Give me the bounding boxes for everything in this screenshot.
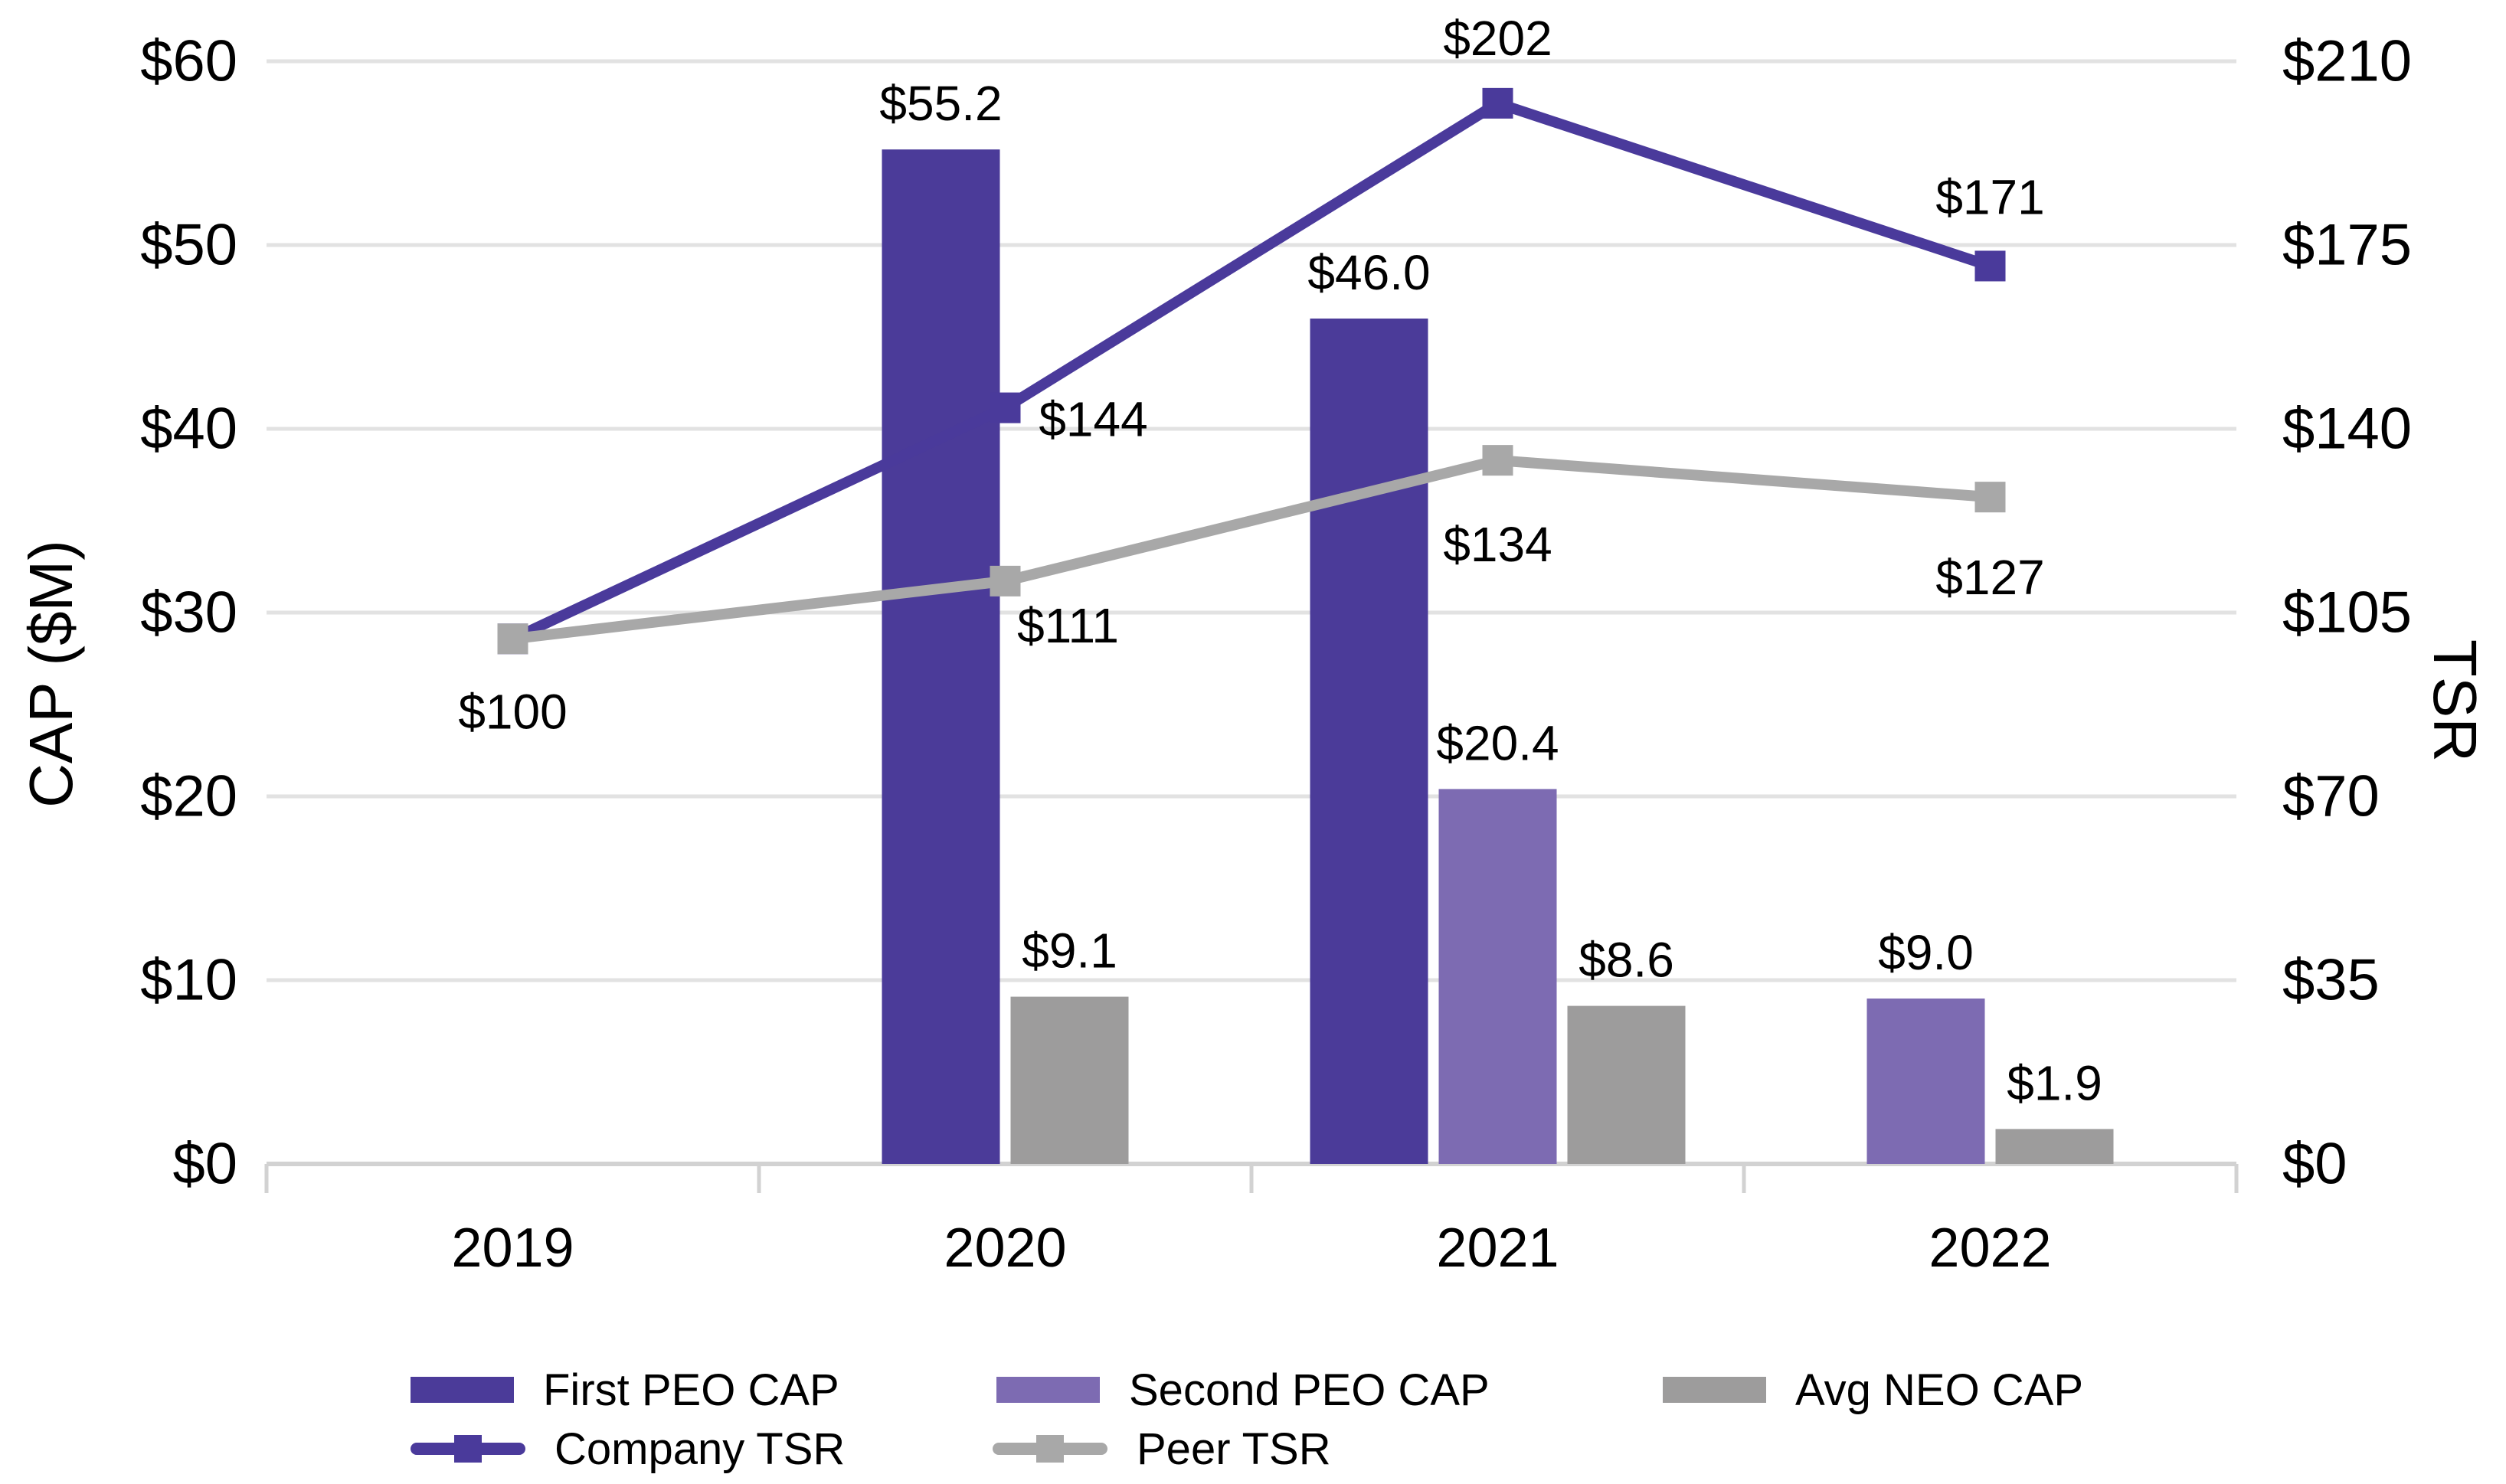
bar-avg-neo-cap-2022 xyxy=(1995,1129,2114,1164)
line-peer-tsr xyxy=(497,445,2006,655)
legend-item-avg-neo-cap: Avg NEO CAP xyxy=(1663,1362,2083,1417)
legend-item-peer-tsr: Peer TSR xyxy=(993,1421,1331,1476)
x-axis-year-label: 2022 xyxy=(1929,1218,2051,1279)
line-marker-icon xyxy=(1974,482,2006,513)
left-axis-tick-label: $60 xyxy=(140,29,237,94)
right-axis-tick-label: $175 xyxy=(2282,213,2412,278)
bar-data-label: $20.4 xyxy=(1436,715,1559,770)
bar-first-peo-cap-2021 xyxy=(1310,319,1428,1164)
x-axis-year-label: 2019 xyxy=(451,1218,574,1279)
left-axis-tick-label: $40 xyxy=(140,397,237,462)
right-axis-title: TSR xyxy=(2421,639,2489,762)
legend-label: Company TSR xyxy=(555,1424,846,1474)
left-axis-tick-label: $0 xyxy=(172,1132,237,1197)
legend-item-first-peo-cap: First PEO CAP xyxy=(411,1362,839,1417)
bar-data-label: $1.9 xyxy=(2007,1055,2102,1110)
left-axis-tick-label: $10 xyxy=(140,948,237,1013)
right-axis-tick-label: $105 xyxy=(2282,580,2412,646)
bar-avg-neo-cap-2020 xyxy=(1010,996,1129,1164)
line-marker-icon xyxy=(990,565,1021,597)
legend-label: Second PEO CAP xyxy=(1129,1365,1490,1415)
line-company-tsr xyxy=(497,87,2006,655)
legend-label: Peer TSR xyxy=(1137,1424,1331,1474)
line-data-label: $202 xyxy=(1443,11,1552,66)
first-peo-cap-swatch-icon xyxy=(411,1377,514,1403)
line-marker-icon xyxy=(497,623,528,655)
line-marker-icon xyxy=(1482,445,1513,476)
x-axis-year-label: 2021 xyxy=(1436,1218,1559,1279)
line-data-label: $134 xyxy=(1443,517,1552,572)
right-axis-tick-label: $35 xyxy=(2282,948,2380,1013)
left-axis-tick-label: $30 xyxy=(140,580,237,646)
bar-first-peo-cap-2020 xyxy=(882,149,1000,1165)
left-axis-tick-label: $50 xyxy=(140,213,237,278)
line-path xyxy=(512,455,1991,645)
bar-data-label: $9.1 xyxy=(1022,923,1117,979)
avg-neo-cap-swatch-icon xyxy=(1663,1377,1766,1403)
company-tsr-line-marker-icon xyxy=(411,1433,525,1464)
legend-label: First PEO CAP xyxy=(543,1365,839,1415)
legend-item-second-peo-cap: Second PEO CAP xyxy=(996,1362,1490,1417)
right-axis-tick-label: $70 xyxy=(2282,764,2380,829)
bar-second-peo-cap-2021 xyxy=(1438,789,1557,1164)
line-data-label: $127 xyxy=(1935,550,2044,605)
legend-label: Avg NEO CAP xyxy=(1795,1365,2084,1415)
left-axis-tick-label: $20 xyxy=(140,764,237,829)
line-marker-icon xyxy=(1974,250,2006,282)
bar-avg-neo-cap-2021 xyxy=(1567,1005,1686,1164)
x-axis-year-label: 2020 xyxy=(944,1218,1066,1279)
data-labels: $55.2 $9.1 $46.0 $20.4 $8.6 $9.0 $1.9 $144 $202 $… xyxy=(458,11,2102,1111)
bar-data-label: $55.2 xyxy=(879,76,1002,131)
bar-data-label: $8.6 xyxy=(1579,933,1674,988)
line-marker-icon xyxy=(1482,87,1513,119)
bar-series xyxy=(882,149,2114,1165)
right-axis-tick-label: $210 xyxy=(2282,29,2412,94)
second-peo-cap-swatch-icon xyxy=(996,1377,1100,1403)
left-axis-title: CAP ($M) xyxy=(17,540,85,808)
bar-data-label: $46.0 xyxy=(1307,245,1430,300)
peer-tsr-line-marker-icon xyxy=(993,1433,1107,1464)
line-data-label: $144 xyxy=(1039,392,1147,447)
legend-item-company-tsr: Company TSR xyxy=(411,1421,845,1476)
line-data-label: $171 xyxy=(1935,169,2044,224)
line-path xyxy=(510,97,1992,644)
right-axis-tick-label: $0 xyxy=(2282,1132,2347,1197)
bar-second-peo-cap-2022 xyxy=(1866,999,1985,1164)
line-data-label: $100 xyxy=(458,684,567,739)
line-marker-icon xyxy=(990,392,1021,423)
right-axis-tick-label: $140 xyxy=(2282,397,2412,462)
bar-data-label: $9.0 xyxy=(1878,925,1974,980)
line-data-label: $111 xyxy=(1017,598,1119,653)
